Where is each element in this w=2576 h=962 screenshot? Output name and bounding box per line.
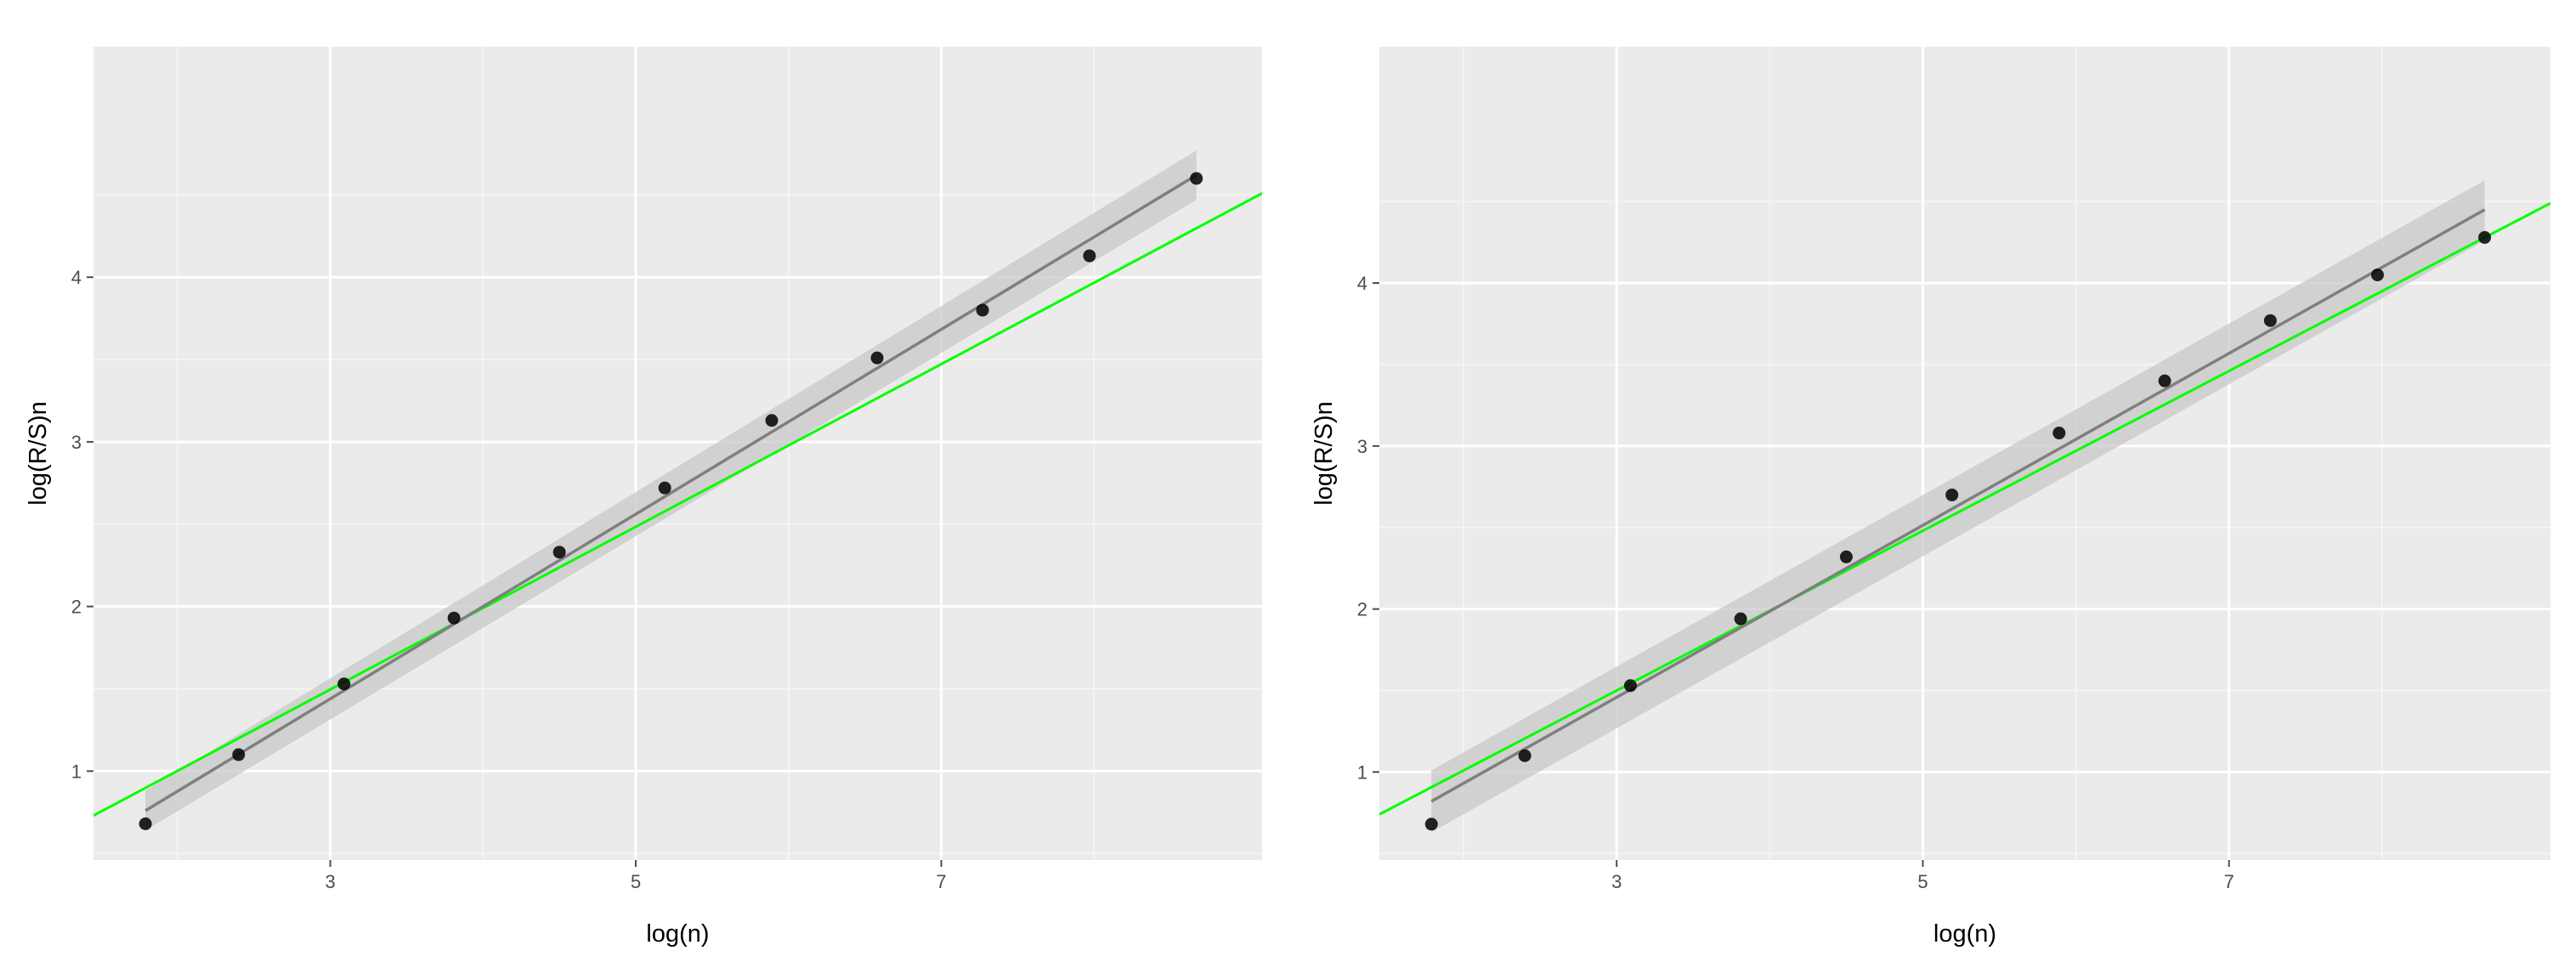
y-tick-label: 4 xyxy=(1357,273,1367,294)
reference-line xyxy=(93,192,1262,818)
reference-line xyxy=(1379,201,2551,816)
y-axis-title: log(R/S)n xyxy=(25,401,52,506)
chart-panel-right: 3 5 7 1 2 3 4 log(n) log(R/S)n xyxy=(1288,0,2576,962)
y-tick-label: 3 xyxy=(71,432,82,453)
data-point xyxy=(139,817,152,830)
data-point xyxy=(337,677,351,691)
data-point xyxy=(2158,374,2171,388)
data-point xyxy=(870,351,884,365)
data-point xyxy=(1734,612,1747,625)
x-tick-label: 3 xyxy=(1611,871,1622,892)
data-point xyxy=(1083,249,1096,263)
y-axis-title: log(R/S)n xyxy=(1311,401,1338,506)
data-point xyxy=(1945,488,1959,501)
chart-right-svg: 3 5 7 1 2 3 4 log(n) log(R/S)n xyxy=(1311,47,2551,948)
plot-area xyxy=(1379,47,2551,860)
x-tick-label: 7 xyxy=(936,871,946,892)
data-point xyxy=(658,481,671,495)
y-tick-label: 1 xyxy=(71,761,82,782)
data-point xyxy=(2052,427,2066,440)
data-point xyxy=(765,414,778,427)
chart-panel-left: 3 5 7 1 2 3 4 log(n) log(R/S)n xyxy=(25,47,1262,948)
data-point xyxy=(2263,314,2277,327)
x-tick-label: 7 xyxy=(2224,871,2234,892)
data-point xyxy=(2478,230,2492,244)
data-point xyxy=(1518,749,1531,762)
data-point xyxy=(1623,679,1637,693)
data-point xyxy=(552,546,566,559)
chart-left-svg: 3 5 7 1 2 3 4 log(n) log(R/S)n xyxy=(25,47,1262,948)
data-point xyxy=(2370,268,2384,281)
x-axis-title: log(n) xyxy=(646,920,709,948)
data-point xyxy=(1190,172,1203,185)
y-tick-label: 1 xyxy=(1357,761,1367,783)
data-point xyxy=(447,611,461,625)
x-tick-label: 3 xyxy=(325,871,335,892)
confidence-band xyxy=(145,150,1197,831)
x-tick-label: 5 xyxy=(1917,871,1928,892)
y-tick-label: 3 xyxy=(1357,436,1367,457)
y-tick-label: 2 xyxy=(71,597,82,618)
fit-line xyxy=(1430,208,2486,803)
data-point xyxy=(976,303,989,317)
x-tick-label: 5 xyxy=(631,871,641,892)
y-tick-label: 2 xyxy=(1357,599,1367,620)
y-tick-label: 4 xyxy=(71,267,82,288)
data-point xyxy=(232,748,246,761)
x-axis-title: log(n) xyxy=(1933,920,1996,948)
data-point xyxy=(1839,550,1853,563)
plot-area xyxy=(93,47,1262,860)
data-point xyxy=(1424,818,1438,831)
fit-line xyxy=(144,173,1197,812)
